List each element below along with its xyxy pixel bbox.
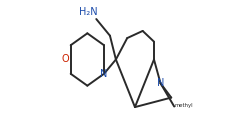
Text: methyl: methyl xyxy=(175,103,193,108)
Text: N: N xyxy=(157,78,164,88)
Text: N: N xyxy=(100,69,108,79)
Text: H₂N: H₂N xyxy=(79,7,98,17)
Text: O: O xyxy=(61,55,69,64)
